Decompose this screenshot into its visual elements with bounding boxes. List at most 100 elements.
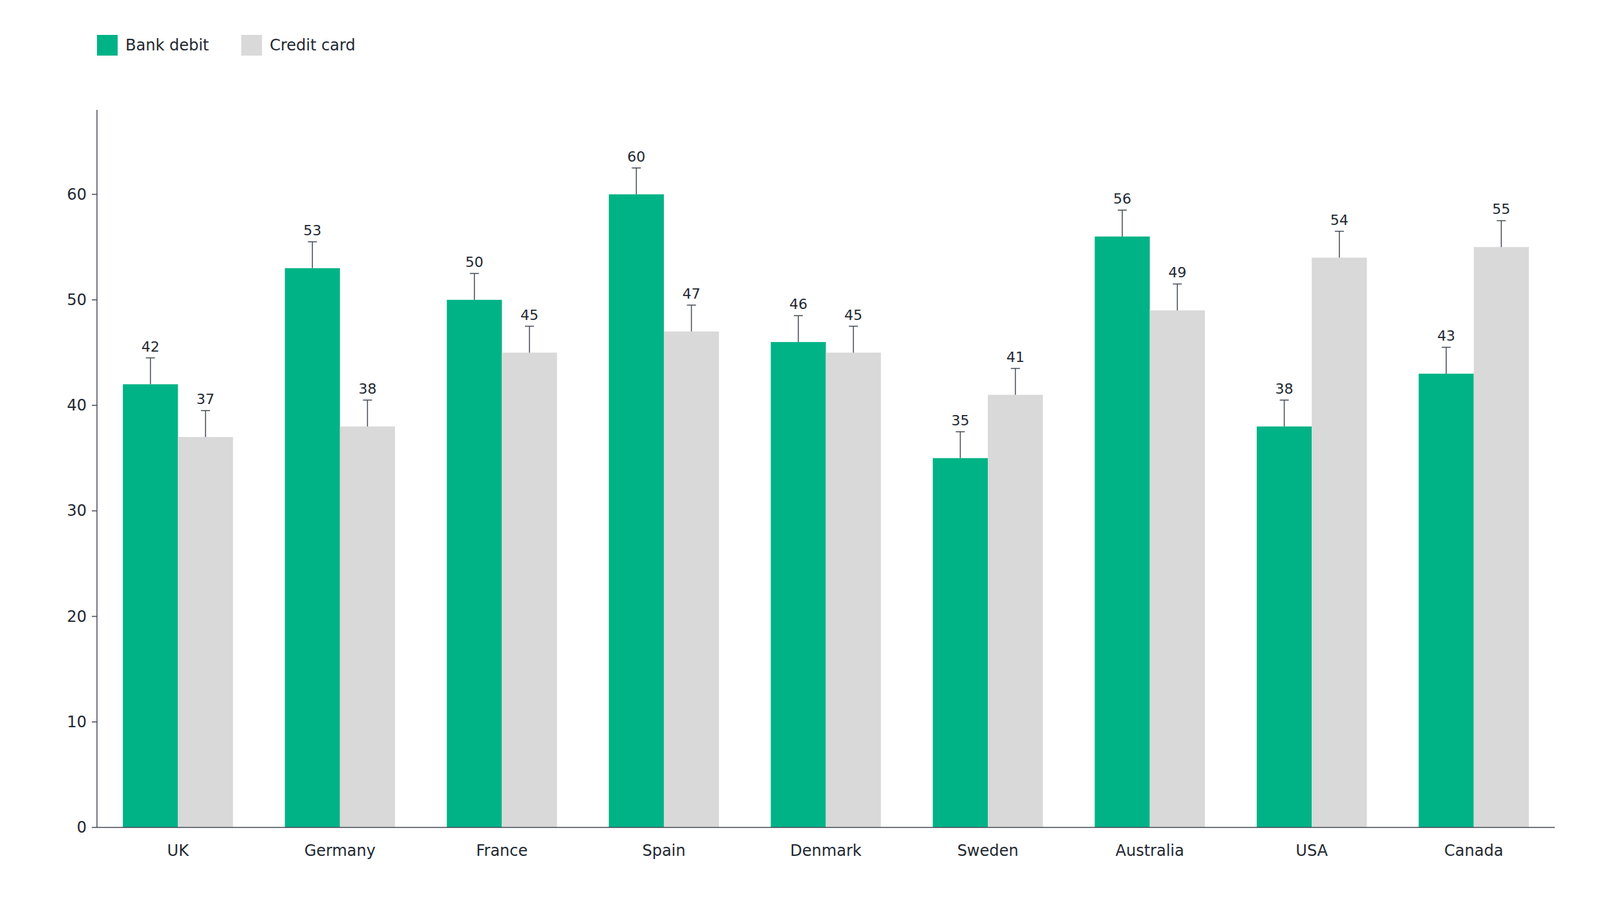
bar <box>285 268 341 828</box>
y-tick <box>91 404 97 406</box>
data-label: 38 <box>1275 380 1294 397</box>
bar <box>770 341 826 828</box>
error-bar <box>146 358 156 385</box>
data-label: 55 <box>1492 201 1511 218</box>
data-label: 60 <box>627 148 646 165</box>
error-bar <box>793 315 803 342</box>
error-bar-stem <box>1501 220 1503 247</box>
error-bar-cap <box>631 167 641 169</box>
legend-entry: Credit card <box>241 34 355 56</box>
error-bar-cap <box>955 431 965 433</box>
marks <box>122 168 1529 828</box>
error-bar-cap <box>524 325 534 328</box>
error-bar <box>631 168 641 195</box>
data-labels: 425350604635563843373845474541495455 <box>141 148 1511 429</box>
y-tick-label: 0 <box>76 818 87 837</box>
bar <box>122 384 178 828</box>
data-label: 45 <box>520 307 539 324</box>
bar <box>1150 310 1206 828</box>
error-bar <box>1011 368 1021 395</box>
error-bar-stem <box>797 315 800 342</box>
legend-entry: Bank debit <box>96 34 209 56</box>
error-bar-stem <box>204 410 207 438</box>
x-tick-label: USA <box>1295 841 1328 860</box>
error-bar-stem <box>1121 210 1123 237</box>
legend-swatch <box>96 34 118 56</box>
legend-label: Bank debit <box>125 36 209 55</box>
error-bar <box>1441 347 1451 374</box>
y-tick <box>91 193 97 196</box>
x-tick-label: Sweden <box>957 841 1019 860</box>
error-bar-stem <box>852 326 854 353</box>
error-bar <box>201 410 211 438</box>
y-tick-label: 30 <box>66 501 87 520</box>
error-bar-cap <box>1280 399 1290 401</box>
y-tick-label: 10 <box>66 713 87 732</box>
error-bar-cap <box>146 357 156 359</box>
error-bar-stem <box>1338 231 1341 258</box>
error-bar-cap <box>469 272 480 275</box>
error-bar-cap <box>1172 283 1182 286</box>
error-bar-cap <box>848 325 858 328</box>
data-label: 41 <box>1006 349 1025 366</box>
error-bar-stem <box>1283 400 1286 427</box>
data-label: 43 <box>1437 327 1456 344</box>
data-label: 50 <box>465 254 484 271</box>
data-label: 42 <box>141 338 160 355</box>
error-bar-stem <box>1176 283 1178 311</box>
error-bar <box>307 241 317 269</box>
x-tick-label: Spain <box>641 841 686 860</box>
x-tick-label: France <box>475 841 528 860</box>
bar <box>446 299 502 828</box>
error-bar <box>469 273 480 300</box>
error-bar <box>687 305 697 332</box>
error-bar-stem <box>367 400 369 427</box>
error-bar-cap <box>362 399 372 401</box>
legend-label: Credit card <box>269 36 355 55</box>
bar <box>987 394 1043 828</box>
legend: Bank debit Credit card <box>96 34 356 56</box>
chart-svg: 4253506046355638433738454745414954550102… <box>0 0 1600 905</box>
legend-swatch <box>241 34 262 56</box>
data-label: 56 <box>1113 190 1132 207</box>
error-bar-cap <box>1496 220 1506 222</box>
error-bar-stem <box>960 431 962 459</box>
x-axis-line <box>96 826 1555 829</box>
x-tick-label: Germany <box>304 841 376 860</box>
data-label: 37 <box>196 391 215 408</box>
error-bar-cap <box>307 241 317 243</box>
error-bar <box>362 400 372 427</box>
data-label: 38 <box>358 380 377 397</box>
error-bar-stem <box>311 241 313 269</box>
error-bar-cap <box>687 304 697 306</box>
bar <box>1094 236 1150 828</box>
error-bar <box>1280 400 1290 427</box>
x-tick-label: Canada <box>1444 841 1504 860</box>
error-bar-cap <box>1117 209 1127 211</box>
data-label: 54 <box>1330 212 1349 229</box>
x-axis: UKGermanyFranceSpainDenmarkSwedenAustral… <box>96 827 1555 860</box>
bar <box>1473 246 1529 828</box>
bar <box>177 437 233 828</box>
error-bar-stem <box>691 305 693 332</box>
bar <box>932 458 988 828</box>
y-tick-label: 40 <box>66 396 87 415</box>
error-bar <box>848 326 858 353</box>
error-bar-stem <box>1445 347 1447 374</box>
chart-container: 4253506046355638433738454745414954550102… <box>0 0 1600 905</box>
error-bar <box>1496 220 1506 247</box>
y-tick <box>91 510 97 512</box>
data-label: 45 <box>844 307 863 324</box>
error-bar-cap <box>1441 347 1451 349</box>
data-label: 49 <box>1168 264 1187 281</box>
data-label: 47 <box>682 285 701 302</box>
error-bar-stem <box>473 273 476 300</box>
bar <box>608 194 664 828</box>
error-bar-cap <box>201 409 211 412</box>
data-label: 46 <box>789 296 808 313</box>
error-bar <box>1172 283 1182 311</box>
data-label: 53 <box>303 222 322 239</box>
y-tick <box>91 826 97 829</box>
y-axis: 0102030405060 <box>66 109 97 837</box>
error-bar <box>955 431 965 459</box>
